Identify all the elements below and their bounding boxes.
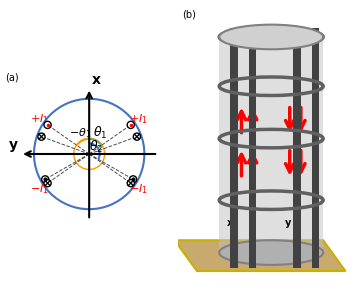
Polygon shape: [175, 240, 345, 271]
Ellipse shape: [219, 25, 323, 49]
Text: x: x: [227, 218, 233, 228]
Text: x: x: [92, 73, 101, 87]
Bar: [219, 37, 323, 253]
Text: (a): (a): [5, 72, 19, 82]
Text: y: y: [8, 138, 17, 152]
Circle shape: [127, 180, 134, 187]
Bar: [293, 28, 301, 268]
Circle shape: [38, 133, 45, 140]
Circle shape: [130, 176, 137, 183]
Text: $\theta_1$: $\theta_1$: [93, 125, 107, 141]
Bar: [249, 28, 256, 268]
Text: $-\theta_1$: $-\theta_1$: [69, 126, 91, 140]
Text: $-I_1$: $-I_1$: [30, 182, 49, 196]
Circle shape: [133, 133, 141, 140]
Text: $+I_1$: $+I_1$: [130, 112, 148, 126]
Text: $-I_1$: $-I_1$: [130, 182, 148, 196]
Ellipse shape: [219, 240, 323, 265]
Text: $\theta_2$: $\theta_2$: [89, 139, 103, 156]
Circle shape: [44, 180, 51, 187]
Bar: [230, 28, 238, 268]
Circle shape: [127, 121, 134, 128]
Circle shape: [41, 176, 49, 183]
Text: (b): (b): [182, 9, 196, 19]
Bar: [312, 28, 320, 268]
Circle shape: [44, 121, 51, 128]
Text: $+I_1$: $+I_1$: [30, 112, 49, 126]
Text: y: y: [285, 218, 291, 228]
